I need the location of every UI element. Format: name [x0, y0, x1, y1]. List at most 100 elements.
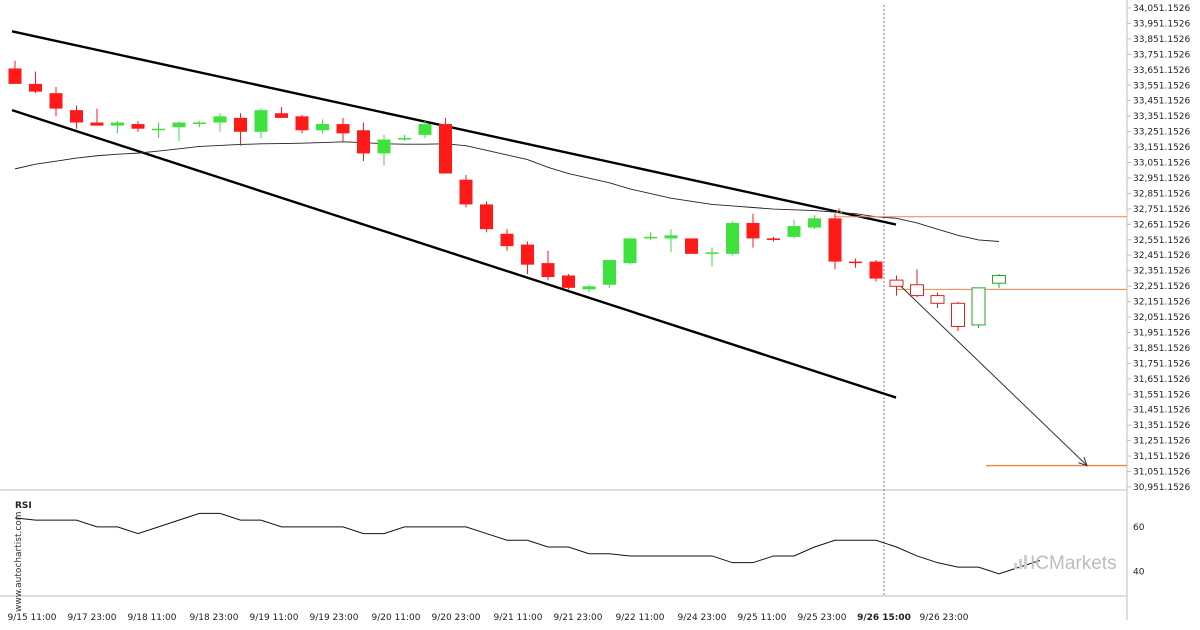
projected-candle: [992, 273, 1006, 288]
candle-body: [90, 122, 104, 126]
candle-body: [951, 302, 965, 327]
candle-body: [172, 122, 186, 128]
price-tick-label: 33,351.1526: [1133, 112, 1191, 122]
candle-body: [623, 238, 637, 264]
bearish-candle: [849, 258, 862, 268]
projected-candle: [910, 269, 924, 298]
bearish-candle: [541, 250, 555, 281]
candle-body: [357, 130, 370, 154]
candle-body: [562, 275, 575, 288]
candle-body: [8, 68, 22, 84]
candle-body: [316, 124, 329, 131]
price-tick-label: 32,251.1526: [1133, 282, 1191, 292]
bullish-candle: [603, 260, 616, 288]
moving-average-line: [14, 141, 1000, 242]
candle-body: [254, 110, 268, 132]
price-tick-label: 33,251.1526: [1133, 128, 1191, 138]
projected-candle: [930, 292, 945, 308]
price-tick-label: 33,851.1526: [1133, 35, 1191, 45]
bearish-candle: [336, 117, 350, 142]
brand-bars-icon: [1014, 555, 1027, 569]
time-tick-label: 9/18 23:00: [189, 613, 238, 623]
channel-upper-line: [11, 30, 897, 226]
bearish-candle: [8, 60, 22, 84]
time-tick-label: 9/17 23:00: [67, 613, 116, 623]
price-tick-label: 32,351.1526: [1133, 267, 1191, 277]
bearish-candle: [746, 213, 760, 248]
bearish-candle: [131, 120, 145, 132]
time-tick-label: 9/19 23:00: [309, 613, 358, 623]
bullish-candle: [316, 119, 329, 134]
candle-body: [746, 222, 760, 239]
price-tick-label: 32,051.1526: [1133, 313, 1191, 323]
bullish-candle: [254, 108, 268, 138]
candle-body: [603, 260, 616, 285]
forecast-arrow-line: [895, 281, 1088, 466]
price-tick-label: 32,951.1526: [1133, 174, 1191, 184]
bullish-candle: [193, 120, 206, 128]
candle-body: [828, 218, 842, 262]
candle-body: [521, 244, 534, 265]
projected-candle: [971, 287, 986, 329]
projected-candle: [889, 275, 904, 296]
price-tick-label: 32,551.1526: [1133, 236, 1191, 246]
time-tick-label: 9/21 23:00: [553, 613, 602, 623]
candle-body: [664, 235, 678, 239]
candle-body: [459, 179, 473, 205]
price-tick-label: 31,451.1526: [1133, 406, 1191, 416]
candle-body: [767, 238, 780, 240]
bearish-candle: [234, 113, 247, 146]
bullish-candle: [787, 219, 801, 239]
bullish-candle: [644, 232, 657, 240]
peak-marker-icon: [835, 207, 843, 215]
candle-body: [910, 284, 924, 297]
bullish-candle: [398, 134, 411, 142]
price-tick-label: 31,751.1526: [1133, 359, 1191, 369]
price-tick-label: 31,651.1526: [1133, 375, 1191, 385]
projected-candle: [951, 301, 965, 332]
price-tick-label: 33,651.1526: [1133, 66, 1191, 76]
candle-body: [644, 236, 657, 239]
rsi-tick-label: 40: [1133, 568, 1145, 578]
bearish-candle: [869, 260, 883, 282]
price-tick-label: 32,151.1526: [1133, 298, 1191, 308]
bearish-candle: [562, 273, 575, 290]
bullish-candle: [418, 120, 432, 138]
brand-text: ICMarkets: [1030, 553, 1117, 574]
bearish-candle: [70, 105, 83, 129]
time-tick-label: 9/20 11:00: [371, 613, 420, 623]
bullish-candle: [664, 229, 678, 253]
candle-body: [685, 238, 698, 254]
price-tick-label: 31,051.1526: [1133, 468, 1191, 478]
candle-body: [29, 83, 42, 92]
bearish-candle: [685, 238, 698, 254]
bullish-candle: [172, 120, 186, 142]
time-tick-label: 9/20 23:00: [431, 613, 480, 623]
price-tick-label: 33,051.1526: [1133, 159, 1191, 169]
bearish-candle: [275, 107, 288, 118]
bearish-candle: [500, 229, 514, 251]
price-tick-label: 31,551.1526: [1133, 390, 1191, 400]
bullish-candle: [377, 134, 391, 166]
price-tick-label: 31,351.1526: [1133, 421, 1191, 431]
bearish-candle: [480, 201, 493, 233]
price-tick-label: 32,751.1526: [1133, 205, 1191, 215]
candle-body: [930, 295, 945, 304]
price-tick-label: 32,451.1526: [1133, 251, 1191, 261]
candle-body: [582, 286, 596, 290]
bearish-candle: [439, 117, 452, 174]
candle-body: [152, 128, 165, 131]
time-tick-label: 9/15 11:00: [7, 613, 56, 623]
forecast-arrow-head-icon: [1078, 456, 1088, 467]
candle-body: [70, 110, 83, 123]
candle-body: [295, 116, 309, 131]
price-tick-label: 31,151.1526: [1133, 452, 1191, 462]
bearish-candle: [90, 108, 104, 126]
candle-body: [992, 274, 1006, 284]
time-tick-label: 9/24 23:00: [677, 613, 726, 623]
bearish-candle: [295, 114, 309, 134]
candle-body: [705, 252, 719, 254]
time-tick-label: 9/22 11:00: [615, 613, 664, 623]
candle-body: [480, 204, 493, 230]
